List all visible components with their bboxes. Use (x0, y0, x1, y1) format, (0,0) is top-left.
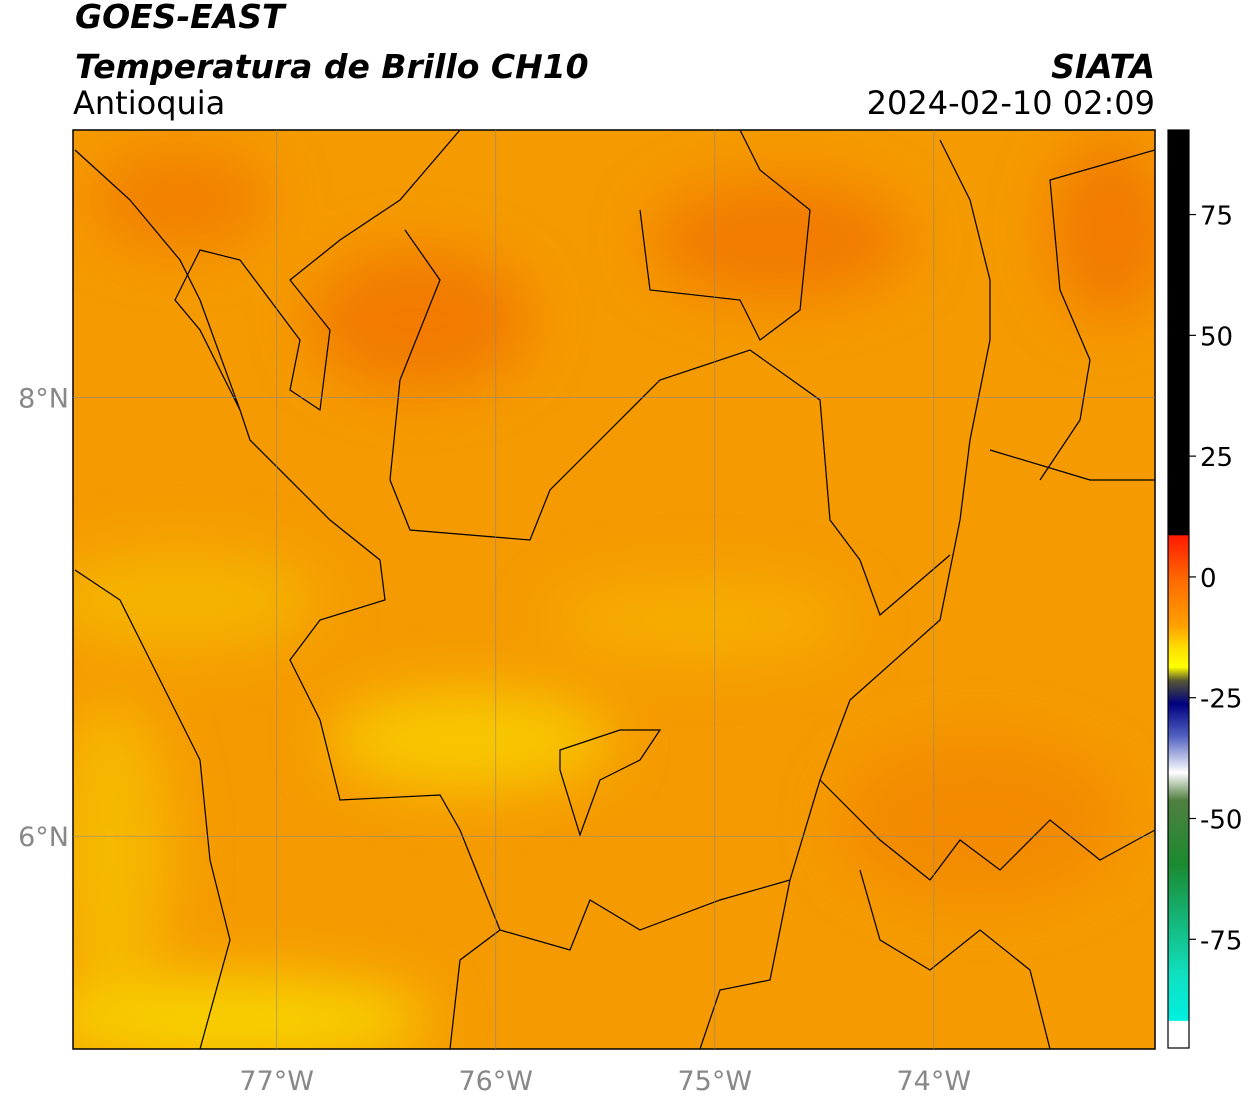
title: GOES-EAST (75, 0, 287, 36)
map-frame (72, 129, 1156, 1050)
borders (74, 130, 1155, 1049)
x-tick-label: 76°W (458, 1066, 533, 1097)
source: SIATA (1051, 47, 1155, 86)
colorbar-tick-label: 50 (1200, 322, 1233, 352)
colorbar-tick-label: -75 (1200, 926, 1242, 956)
colorbar-tick-label: 75 (1200, 202, 1233, 232)
region: Antioquia (73, 84, 225, 122)
colorbar-tick-label: -50 (1200, 806, 1242, 836)
subtitle: Temperatura de Brillo CH10 (75, 47, 589, 86)
x-tick-label: 77°W (239, 1066, 314, 1097)
datetime: 2024-02-10 02:09 (867, 84, 1155, 122)
colorbar-tick-label: -25 (1200, 685, 1242, 715)
y-tick-label: 6°N (18, 822, 69, 853)
y-tick-label: 8°N (18, 384, 69, 415)
colorbar-tick-label: 0 (1200, 564, 1217, 594)
x-tick-label: 75°W (677, 1066, 752, 1097)
colorbar (1167, 129, 1190, 1049)
satellite-image (73, 130, 1155, 1049)
x-tick-label: 74°W (897, 1066, 972, 1097)
colorbar-tick-label: 25 (1200, 443, 1233, 473)
